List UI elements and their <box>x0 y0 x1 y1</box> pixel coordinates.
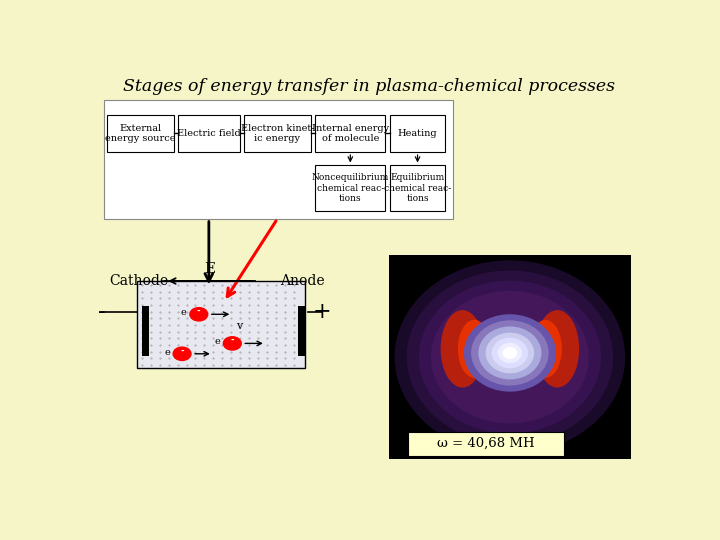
Bar <box>390 165 446 211</box>
Text: Noncequilibrium
chemical reac-
tions: Noncequilibrium chemical reac- tions <box>312 173 389 203</box>
Text: e: e <box>181 308 186 317</box>
Bar <box>298 306 305 356</box>
Ellipse shape <box>419 281 601 434</box>
Ellipse shape <box>529 320 562 378</box>
Text: -: - <box>99 301 106 323</box>
Text: v: v <box>236 321 243 331</box>
Text: External
energy source: External energy source <box>105 124 176 143</box>
Bar <box>389 255 631 459</box>
Ellipse shape <box>407 271 613 444</box>
Text: -: - <box>180 346 184 355</box>
Ellipse shape <box>486 335 501 362</box>
Text: Anode: Anode <box>280 274 324 288</box>
Bar <box>244 114 311 152</box>
Text: e: e <box>215 337 220 346</box>
Ellipse shape <box>503 347 517 359</box>
Bar <box>138 281 305 368</box>
Ellipse shape <box>536 310 579 388</box>
Circle shape <box>223 337 241 350</box>
Circle shape <box>173 347 191 360</box>
Bar <box>178 114 240 152</box>
Text: Heating: Heating <box>397 129 437 138</box>
Ellipse shape <box>519 335 534 362</box>
Bar <box>107 114 174 152</box>
Ellipse shape <box>431 291 589 423</box>
Bar <box>315 165 385 211</box>
Bar <box>408 431 564 456</box>
Circle shape <box>190 308 208 321</box>
Bar <box>315 114 385 152</box>
Bar <box>390 114 446 152</box>
Ellipse shape <box>524 327 548 370</box>
Text: Equilibrium
chemical reac-
tions: Equilibrium chemical reac- tions <box>384 173 451 203</box>
Text: Electric field: Electric field <box>177 129 240 138</box>
Ellipse shape <box>395 260 625 454</box>
Bar <box>142 306 148 356</box>
Text: Stages of energy transfer in plasma-chemical processes: Stages of energy transfer in plasma-chem… <box>123 78 615 95</box>
Ellipse shape <box>441 310 485 388</box>
Text: Cathode: Cathode <box>109 274 168 288</box>
Text: Electron kinet-
ic energy: Electron kinet- ic energy <box>240 124 314 143</box>
Bar <box>104 100 453 219</box>
Ellipse shape <box>458 320 491 378</box>
Ellipse shape <box>498 343 522 363</box>
Ellipse shape <box>464 314 556 392</box>
Text: E: E <box>204 261 215 275</box>
Text: Internal energy
of molecule: Internal energy of molecule <box>312 124 389 143</box>
Ellipse shape <box>471 320 549 386</box>
Ellipse shape <box>472 327 496 370</box>
Text: ω = 40,68 MH: ω = 40,68 MH <box>437 437 535 450</box>
Ellipse shape <box>478 327 541 380</box>
Text: e: e <box>164 348 170 356</box>
Ellipse shape <box>485 333 534 373</box>
Text: +: + <box>312 301 331 323</box>
Text: -: - <box>197 307 201 316</box>
Text: -: - <box>230 336 234 345</box>
Ellipse shape <box>492 338 528 368</box>
